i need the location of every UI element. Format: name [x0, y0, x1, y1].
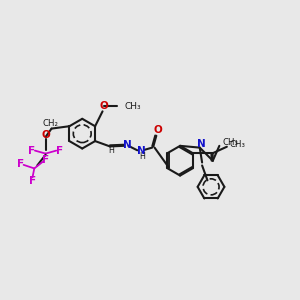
Text: O: O	[99, 101, 108, 111]
Text: CH₃: CH₃	[222, 138, 238, 147]
Text: O: O	[153, 125, 162, 135]
Text: H: H	[139, 152, 145, 161]
Text: H: H	[108, 146, 114, 155]
Text: F: F	[42, 155, 49, 165]
Text: N: N	[123, 140, 132, 150]
Text: CH₂: CH₂	[42, 119, 58, 128]
Text: CH₃: CH₃	[230, 140, 246, 149]
Text: N: N	[197, 139, 206, 149]
Text: CH₃: CH₃	[124, 102, 141, 111]
Text: F: F	[28, 146, 35, 156]
Text: N: N	[137, 146, 146, 156]
Text: F: F	[29, 176, 36, 186]
Text: F: F	[17, 159, 24, 169]
Text: F: F	[56, 146, 63, 156]
Text: O: O	[41, 130, 50, 140]
